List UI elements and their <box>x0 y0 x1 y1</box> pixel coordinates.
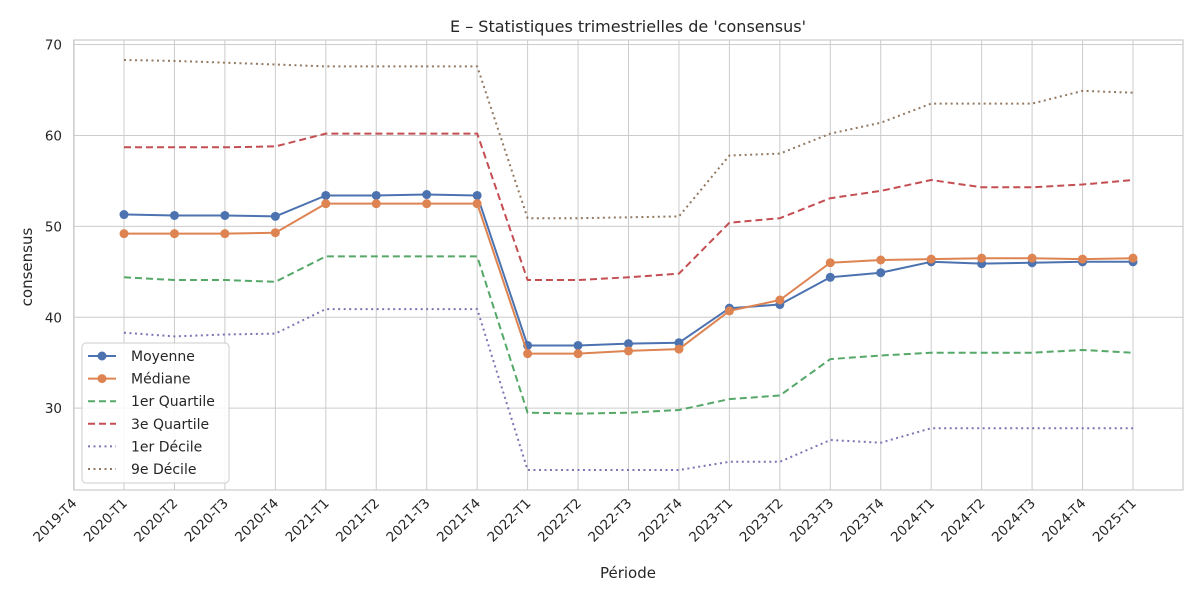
data-point <box>977 253 987 263</box>
legend-label: 3e Quartile <box>131 417 209 433</box>
data-point <box>523 349 533 359</box>
series-line-3 <box>124 132 1134 281</box>
data-point <box>825 272 835 282</box>
data-point <box>724 306 734 316</box>
data-point <box>1078 254 1088 264</box>
legend-label: 9e Décile <box>131 462 196 478</box>
data-point <box>674 344 684 354</box>
legend-box <box>81 342 230 484</box>
series-line-2 <box>123 255 1134 415</box>
x-tick-label: 2024-T4 <box>1039 496 1089 546</box>
legend-label: 1er Décile <box>131 439 202 455</box>
data-point <box>775 295 785 305</box>
data-point <box>119 210 129 220</box>
x-tick-label: 2024-T1 <box>888 496 938 546</box>
data-point <box>926 254 936 264</box>
legend: Moyenne Médiane 1er Quartile 3e Quartile 1er… <box>81 342 230 484</box>
y-tick-label: 60 <box>45 128 62 144</box>
legend-marker <box>97 374 107 384</box>
data-point <box>220 210 230 220</box>
series-line-4 <box>123 308 1133 471</box>
legend-label: Médiane <box>131 372 191 388</box>
x-tick-label: 2023-T1 <box>686 496 736 546</box>
x-tick-label: 2022-T1 <box>484 496 534 546</box>
x-tick-label: 2025-T1 <box>1090 496 1140 546</box>
data-point <box>876 268 886 278</box>
data-point <box>169 229 179 239</box>
x-tick-label: 2021-T4 <box>434 496 484 546</box>
data-point <box>876 255 886 265</box>
data-point <box>1128 253 1138 263</box>
data-point <box>573 349 583 359</box>
plot-area-frame <box>73 39 1184 491</box>
data-point <box>825 258 835 268</box>
data-point <box>371 190 381 200</box>
chart-title: E – Statistiques trimestrielles de 'cons… <box>450 17 806 36</box>
data-point <box>1027 253 1037 263</box>
legend-label: Moyenne <box>131 349 195 365</box>
x-tick-label: 2021-T2 <box>333 496 383 546</box>
x-tick-label: 2022-T2 <box>535 496 585 546</box>
data-point <box>472 190 482 200</box>
data-point <box>119 229 129 239</box>
data-point <box>321 199 331 209</box>
x-tick-label: 2020-T1 <box>81 496 131 546</box>
data-point <box>422 190 432 200</box>
x-tick-label: 2022-T4 <box>636 496 686 546</box>
data-point <box>220 229 230 239</box>
x-tick-label: 2024-T3 <box>989 496 1039 546</box>
data-point <box>573 340 583 350</box>
data-point <box>270 228 280 238</box>
y-tick-label: 50 <box>45 219 62 235</box>
x-tick-label: 2019-T4 <box>30 496 80 546</box>
y-tick-label: 30 <box>45 401 62 417</box>
x-tick-label: 2021-T1 <box>283 496 333 546</box>
x-tick-label: 2020-T2 <box>131 496 181 546</box>
data-point <box>624 339 633 349</box>
data-point <box>169 210 179 220</box>
legend-label: 1er Quartile <box>131 394 215 410</box>
y-tick-label: 70 <box>45 38 62 54</box>
x-tick-label: 2022-T3 <box>585 496 635 546</box>
x-tick-label: 2023-T2 <box>737 496 787 546</box>
y-axis-title: consensus <box>18 228 36 307</box>
x-axis-title: Période <box>600 564 656 582</box>
data-point <box>270 211 280 221</box>
x-tick-label: 2024-T2 <box>938 496 988 546</box>
x-tick-label: 2021-T3 <box>383 496 433 546</box>
x-tick-label: 2020-T4 <box>232 496 282 546</box>
data-point <box>422 199 432 209</box>
data-point <box>674 338 684 348</box>
x-tick-label: 2023-T4 <box>837 496 887 546</box>
series-layer <box>119 59 1138 471</box>
data-point <box>472 199 482 209</box>
y-tick-label: 40 <box>45 310 62 326</box>
x-tick-label: 2020-T3 <box>182 496 232 546</box>
data-point <box>321 190 331 200</box>
legend-marker <box>97 351 107 361</box>
grid <box>73 40 1183 490</box>
data-point <box>371 199 381 209</box>
x-tick-label: 2023-T3 <box>787 496 837 546</box>
data-point <box>624 346 633 356</box>
